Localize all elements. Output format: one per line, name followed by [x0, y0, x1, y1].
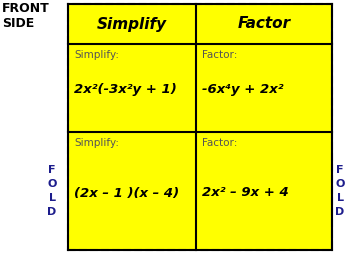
Text: F
O
L
D: F O L D: [47, 165, 57, 217]
Text: Factor:: Factor:: [202, 138, 237, 148]
Bar: [68, 4, 332, 250]
Text: Simplify:: Simplify:: [74, 138, 119, 148]
Text: Simplify: Simplify: [97, 17, 167, 32]
Text: FRONT
SIDE: FRONT SIDE: [2, 2, 50, 30]
Text: -6x⁴y + 2x²: -6x⁴y + 2x²: [202, 83, 284, 97]
Text: (2x – 1 )(x – 4): (2x – 1 )(x – 4): [74, 186, 179, 200]
Bar: [68, 4, 332, 250]
Text: F
O
L
D: F O L D: [335, 165, 345, 217]
Text: Factor:: Factor:: [202, 50, 237, 60]
Text: 2x² – 9x + 4: 2x² – 9x + 4: [202, 186, 289, 200]
Text: Simplify:: Simplify:: [74, 50, 119, 60]
Text: 2x²(-3x²y + 1): 2x²(-3x²y + 1): [74, 83, 177, 97]
Text: Factor: Factor: [237, 17, 290, 32]
